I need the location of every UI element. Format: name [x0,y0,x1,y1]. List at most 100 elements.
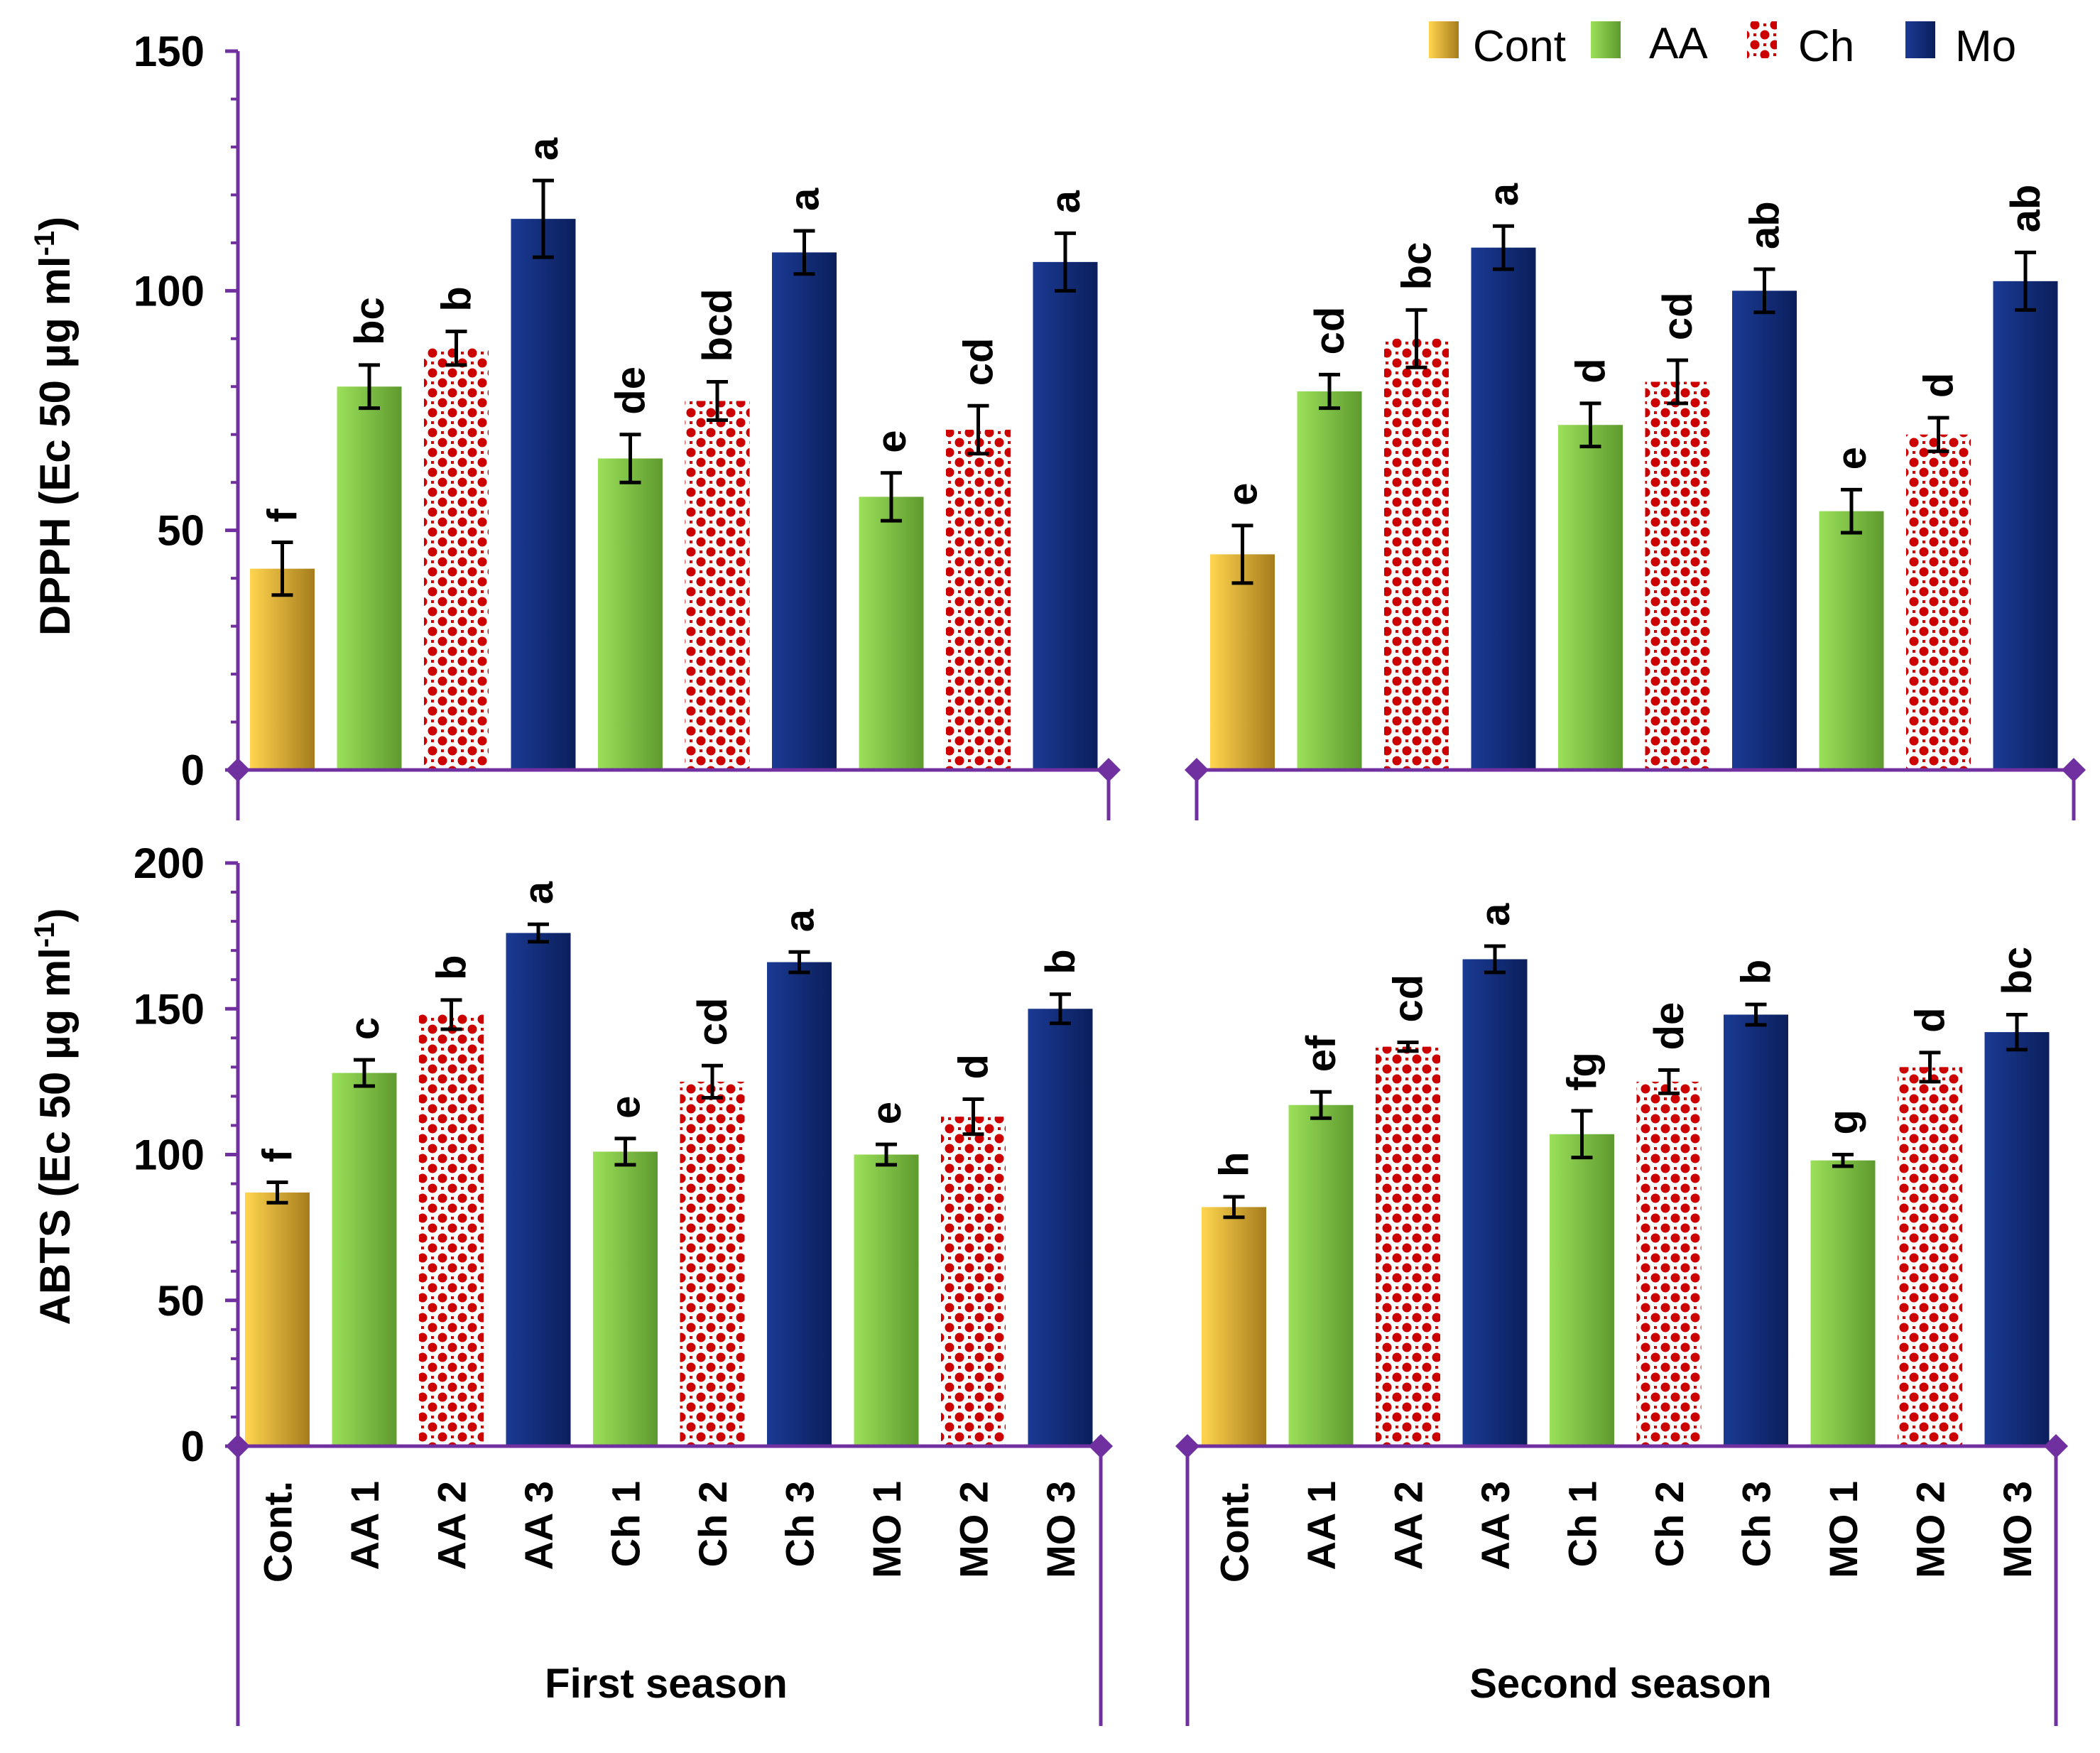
dpph-significance-letter: bc [347,297,393,345]
legend-item-mo: Mo [1905,21,2016,71]
abts-significance-letter: a [777,908,823,932]
dpph-bar-first-mo-2 [946,429,1011,770]
dpph-bar-first-aa-3 [511,219,576,771]
dpph-significance-letter: bcd [695,288,741,362]
dpph-bar-second-mo-2 [1906,434,1971,770]
legend-item-aa: AA [1591,19,1708,68]
dpph-y-tick-label: 0 [181,747,205,794]
dpph-significance-letter: cd [1307,307,1353,355]
category-label: AA 1 [1299,1481,1344,1570]
dpph-bar-first-aa-2 [424,348,489,770]
abts-bar-first-aa-1 [332,1073,397,1446]
abts-y-tick-label: 150 [134,985,205,1033]
abts-significance-letter: de [1646,1002,1692,1051]
season-label-second: Second season [1469,1661,1771,1707]
legend-swatch-cont [1429,21,1459,58]
dpph-significance-letter: e [1220,483,1266,506]
dpph-axis-diamond-marker [226,758,250,782]
abts-significance-letter: e [603,1096,649,1119]
legend-label-mo: Mo [1955,22,2016,71]
abts-axis-diamond-marker [226,1434,250,1458]
dpph-bar-first-ch-3 [772,252,837,770]
abts-significance-letter: bc [1994,947,2040,995]
dpph-bar-second-mo-1 [1819,511,1884,770]
abts-significance-letter: d [951,1054,997,1079]
dpph-significance-letter: a [521,137,567,161]
category-label: Ch 3 [778,1481,822,1567]
abts-bar-first-mo-1 [854,1154,919,1446]
abts-bar-second-aa-2 [1376,1046,1440,1446]
dpph-significance-letter: b [434,286,480,311]
abts-bar-first-mo-3 [1028,1009,1093,1446]
dpph-significance-letter: a [1043,190,1089,213]
category-labels: Cont. AA 1 AA 2 AA 3 Ch 1 Ch 2 Ch 3 MO 1 MO 2 MO … [256,1481,2040,1583]
dpph-significance-letter: e [869,430,915,452]
legend-label-cont: Cont [1473,22,1566,71]
dpph-bar-first-mo-1 [859,496,924,770]
dpph-bar-second-ch-2 [1645,381,1710,770]
category-label: Ch 3 [1734,1481,1779,1567]
abts-bar-first-aa-2 [419,1014,484,1446]
abts-significance-letter: g [1820,1109,1866,1134]
dpph-bar-first-mo-3 [1033,261,1098,770]
legend-item-ch: Ch [1747,21,1854,71]
abts-bar-second-mo-3 [1984,1032,2050,1446]
abts-significance-letter: d [1908,1007,1954,1032]
category-label: MO 3 [1995,1481,2040,1578]
abts-bar-second-cont- [1202,1207,1266,1446]
dpph-significance-letter: ab [1742,201,1788,249]
abts-y-tick-label: 100 [134,1131,205,1179]
dpph-significance-letter: d [1916,373,1962,398]
abts-bar-second-aa-3 [1462,959,1528,1446]
abts-bar-second-ch-1 [1550,1134,1614,1446]
abts-bar-first-ch-1 [593,1151,658,1446]
dpph-significance-letter: bc [1394,242,1440,291]
category-label: AA 3 [516,1481,561,1570]
legend-label-ch: Ch [1798,22,1854,71]
dpph-bar-second-ch-1 [1558,425,1623,770]
dpph-significance-letter: d [1568,358,1614,383]
category-label: Cont. [1212,1481,1257,1583]
abts-significance-letter: e [864,1102,910,1124]
dpph-significance-letter: e [1829,447,1875,470]
category-label: MO 2 [952,1481,996,1578]
dpph-significance-letter: cd [956,338,1002,386]
abts-bar-first-ch-3 [767,962,832,1446]
abts-significance-letter: h [1212,1152,1258,1177]
legend-swatch-aa [1591,21,1621,58]
legend: Cont AA Ch Mo [1429,19,2016,71]
abts-y-tick-label: 0 [181,1423,205,1470]
abts-significance-letter: c [342,1017,388,1040]
dpph-bar-second-ch-3 [1732,291,1797,770]
category-label: Ch 2 [1647,1481,1692,1567]
dpph-significance-letter: ab [2003,185,2049,233]
abts-bar-first-aa-3 [506,933,571,1446]
abts-bar-first-cont- [245,1192,310,1446]
abts-bar-second-mo-1 [1810,1160,1876,1446]
abts-significance-letter: b [1038,949,1084,974]
category-label: MO 1 [864,1481,909,1578]
abts-bar-second-ch-2 [1636,1081,1702,1446]
abts-bar-first-mo-2 [941,1117,1006,1446]
category-label: Ch 2 [690,1481,735,1567]
abts-significance-letter: cd [690,998,736,1046]
abts-significance-letter: b [429,955,475,979]
category-label: Ch 1 [604,1481,648,1567]
dpph-y-axis-label-sup: -1 [29,231,60,256]
dpph-y-axis-label-main: DPPH (Ec 50 µg ml [31,256,79,636]
season-label-first: First season [545,1661,788,1707]
dpph-bar-first-ch-1 [598,458,663,770]
dpph-significance-letter: a [1481,183,1527,206]
category-label: MO 3 [1038,1481,1083,1578]
dpph-bar-second-aa-2 [1384,338,1449,770]
category-label: AA 3 [1473,1481,1518,1570]
category-label: AA 2 [430,1481,474,1570]
dpph-significance-letter: a [782,188,828,211]
dpph-bar-second-cont- [1210,554,1275,770]
legend-item-cont: Cont [1429,21,1566,71]
dpph-significance-letter: cd [1655,292,1701,340]
dpph-y-axis-label-close: ) [31,217,79,231]
dpph-y-tick-label: 100 [134,267,205,315]
